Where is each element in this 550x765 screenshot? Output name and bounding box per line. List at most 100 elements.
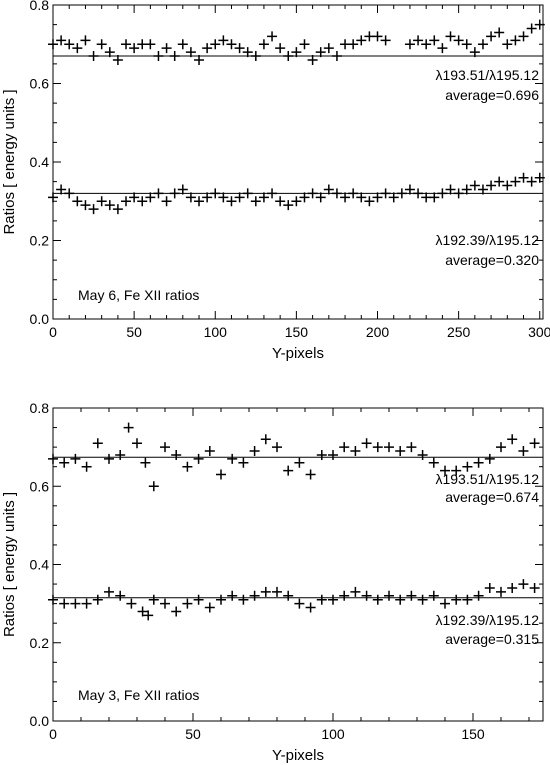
data-point [182, 461, 193, 472]
data-point [453, 35, 464, 46]
data-point [250, 196, 261, 207]
data-point [477, 184, 488, 195]
data-point [145, 192, 156, 203]
data-point [534, 19, 545, 30]
data-point [406, 590, 417, 601]
data-point [194, 54, 205, 65]
x-tick-label: 100 [321, 726, 345, 742]
data-point [80, 35, 91, 46]
x-axis-title: Y-pixels [272, 345, 324, 362]
data-point [185, 47, 196, 58]
data-point [171, 606, 182, 617]
data-point [451, 594, 462, 605]
data-point [291, 47, 302, 58]
data-point [469, 180, 480, 191]
y-tick-label: 0.2 [30, 635, 50, 651]
data-point [48, 594, 58, 605]
data-point [339, 590, 350, 601]
data-point [204, 446, 215, 457]
data-point [160, 598, 170, 609]
x-tick-label: 0 [49, 726, 57, 742]
data-point [137, 196, 148, 207]
data-point [361, 590, 372, 601]
data-point [429, 192, 440, 203]
data-point [469, 47, 480, 58]
data-point [234, 192, 245, 203]
data-point [486, 180, 497, 191]
series-label: λ193.51/λ195.12 [435, 471, 539, 487]
y-tick-label: 0.2 [30, 233, 50, 249]
data-point [510, 35, 521, 46]
panel-annotation: May 6, Fe XII ratios [78, 287, 199, 303]
data-point [260, 586, 271, 597]
data-point [331, 188, 342, 199]
data-point [258, 192, 269, 203]
data-point [340, 192, 351, 203]
data-point [112, 54, 123, 65]
data-point [218, 35, 229, 46]
data-point [518, 446, 529, 457]
data-point [143, 610, 154, 621]
data-point [395, 594, 406, 605]
data-point [129, 43, 140, 54]
data-point [323, 43, 334, 54]
data-point [445, 184, 456, 195]
data-point [291, 196, 302, 207]
data-point [526, 23, 537, 34]
data-point [283, 590, 294, 601]
data-point [177, 184, 188, 195]
data-point [70, 453, 81, 464]
data-point [445, 31, 456, 42]
data-point [216, 594, 226, 605]
data-point [502, 39, 513, 50]
data-point [518, 579, 529, 590]
data-point [234, 43, 245, 54]
y-axis-title: Ratios [ energy units ] [1, 492, 18, 637]
data-point [70, 598, 81, 609]
data-point [283, 200, 294, 211]
data-point [339, 442, 350, 453]
data-point [204, 602, 215, 613]
data-point [194, 196, 205, 207]
data-point [361, 438, 372, 449]
data-point [216, 469, 226, 480]
series-label: λ192.39/λ195.12 [435, 232, 539, 248]
data-point [72, 43, 83, 54]
data-point [384, 590, 394, 601]
data-point [331, 51, 342, 62]
data-point [177, 39, 188, 50]
data-point [440, 465, 450, 476]
data-point [462, 594, 473, 605]
data-point [315, 192, 326, 203]
data-point [126, 598, 137, 609]
data-point [272, 586, 282, 597]
data-point [494, 176, 505, 187]
data-point [323, 184, 334, 195]
data-point [364, 196, 375, 207]
data-point [413, 188, 424, 199]
data-point [48, 192, 58, 203]
data-point [218, 192, 229, 203]
data-point [384, 442, 394, 453]
data-point [428, 590, 439, 601]
data-point [380, 35, 391, 46]
data-point [48, 453, 58, 464]
data-point [534, 172, 545, 183]
data-point [440, 598, 450, 609]
series-average-label: average=0.315 [445, 631, 539, 647]
data-point [473, 590, 484, 601]
data-point [193, 453, 204, 464]
data-point [461, 184, 472, 195]
x-tick-label: 150 [461, 726, 485, 742]
series-label: λ192.39/λ195.12 [435, 612, 539, 628]
data-point [81, 461, 92, 472]
data-point [453, 188, 464, 199]
data-point [451, 465, 462, 476]
data-point [462, 461, 473, 472]
data-point [161, 196, 172, 207]
data-point [305, 469, 316, 480]
x-tick-label: 100 [204, 324, 228, 340]
data-point [137, 606, 148, 617]
data-point [473, 457, 484, 468]
data-point [496, 586, 506, 597]
